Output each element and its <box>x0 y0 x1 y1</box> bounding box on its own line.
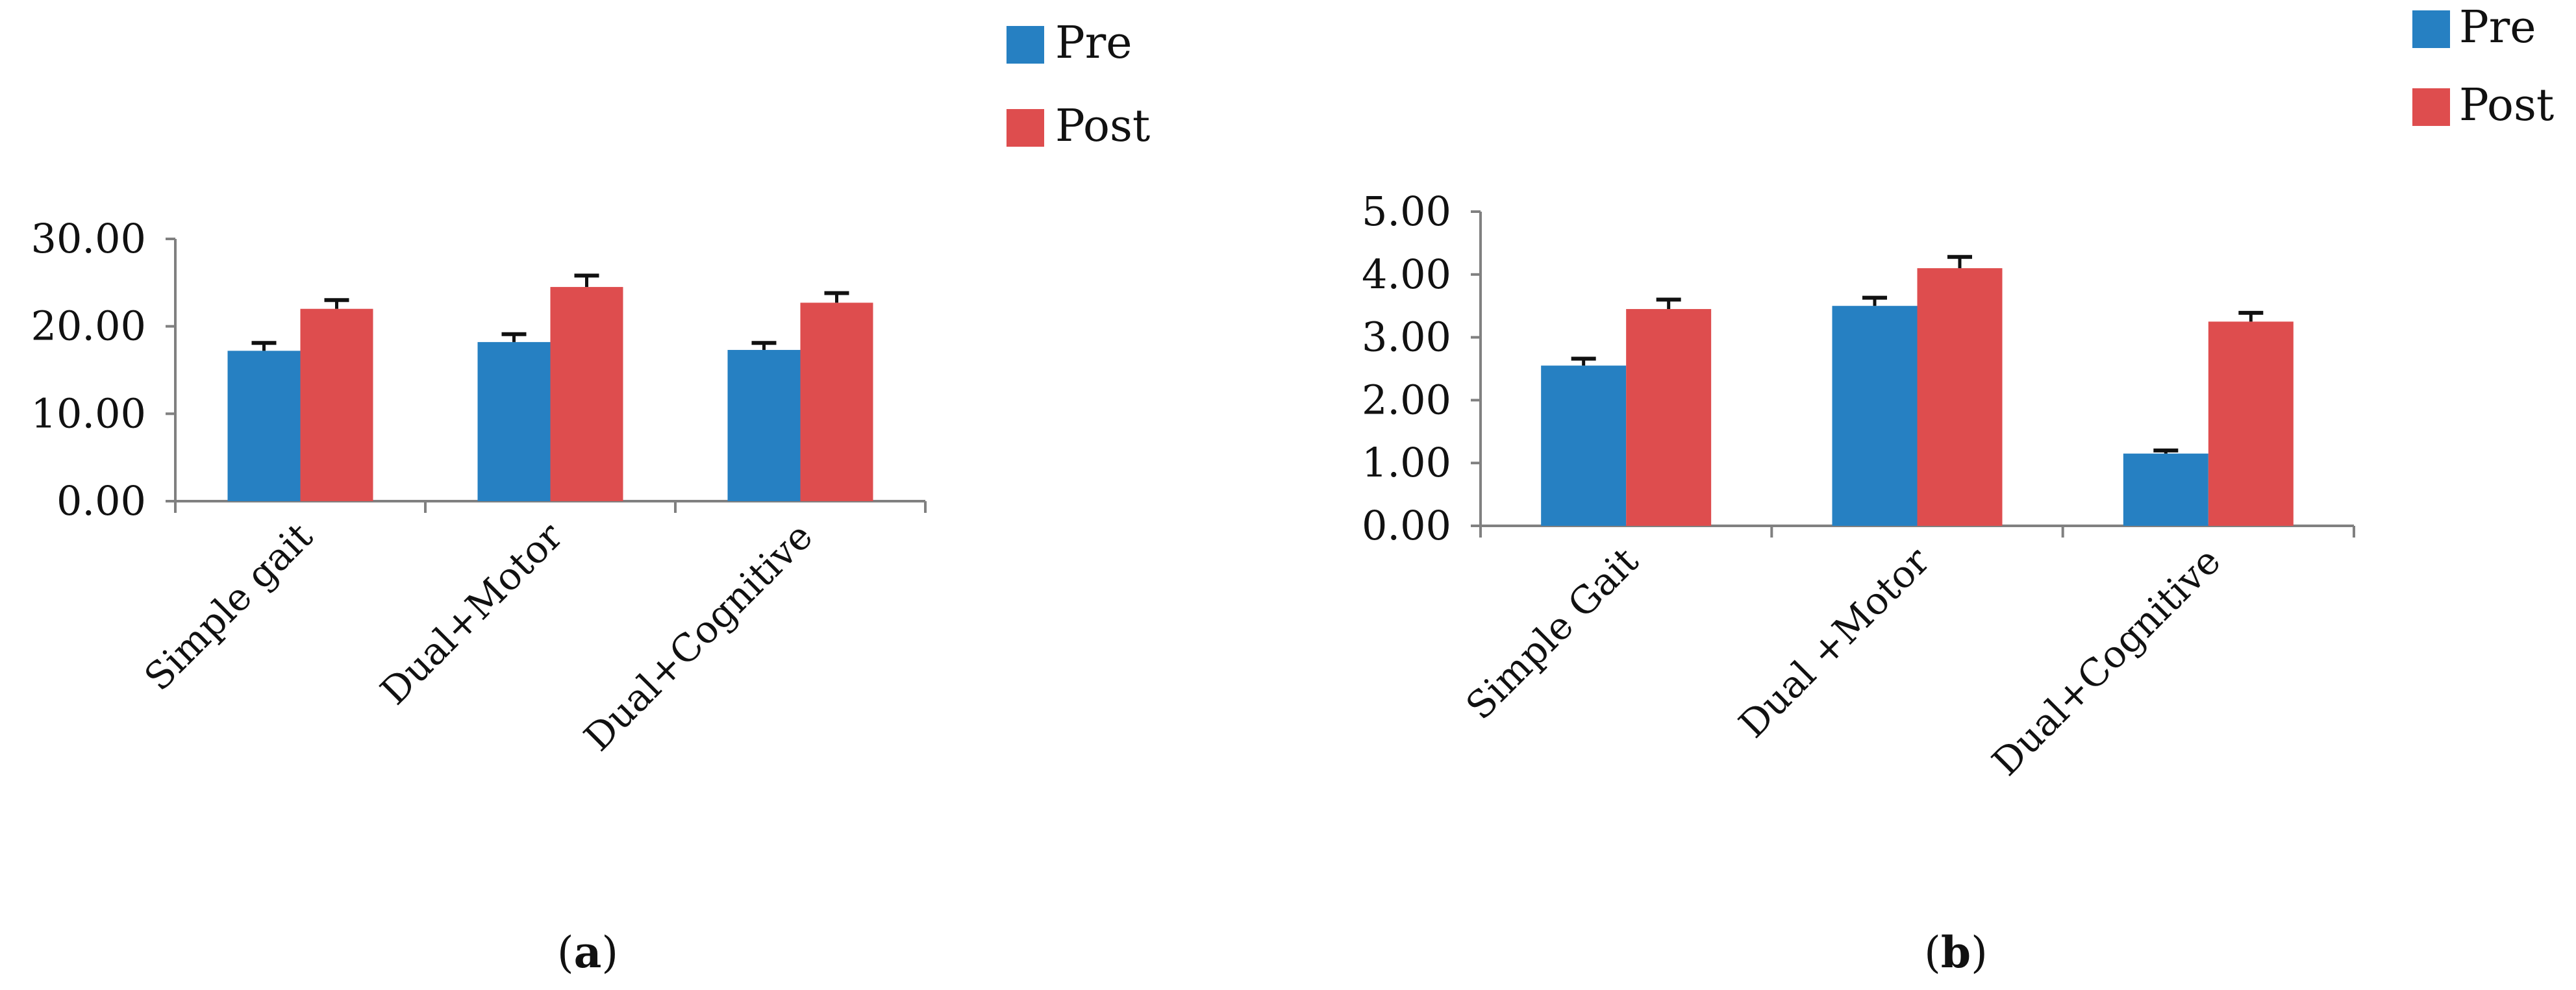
bar-post-a <box>300 308 373 501</box>
x-category-label-b: Dual+Cognitive <box>1984 539 2229 784</box>
bars-b <box>1541 254 2294 526</box>
legend-b: Pre Post <box>2412 2 2554 131</box>
y-tick-label-a: 10.00 <box>31 390 147 437</box>
bars-a <box>227 273 873 501</box>
x-category-label-b: Dual +Motor <box>1731 539 1938 747</box>
y-tick-label-a: 20.00 <box>31 303 147 350</box>
y-tick-label-b: 4.00 <box>1362 251 1451 298</box>
legend-label-pre-b: Pre <box>2459 2 2536 53</box>
x-category-label-a: Simple gait <box>136 514 321 699</box>
bar-pre-b <box>2123 453 2208 526</box>
y-tick-label-a: 0.00 <box>56 477 146 525</box>
legend-swatch-pre-b <box>2412 10 2450 48</box>
bar-post-b <box>1917 268 2003 526</box>
x-category-label-a: Dual+Cognitive <box>575 514 821 760</box>
panel-caption-b: (b) <box>1924 927 1988 978</box>
bar-pre-a <box>227 351 301 501</box>
bar-pre-a <box>477 341 551 501</box>
y-tick-label-b: 2.00 <box>1362 376 1451 423</box>
chart-panel-b: Pre Post 0.00 1.00 2.00 3.00 4.00 5.00 Simple … <box>1362 2 2554 978</box>
legend-swatch-post-a <box>1007 109 1044 147</box>
bar-post-b <box>1626 309 1712 526</box>
bar-pre-b <box>1832 306 1918 526</box>
legend-swatch-post-b <box>2412 88 2450 126</box>
bar-post-a <box>550 287 623 501</box>
legend-swatch-pre-a <box>1007 26 1044 64</box>
bar-post-b <box>2208 321 2294 526</box>
legend-label-post-b: Post <box>2459 80 2554 131</box>
bar-pre-b <box>1541 365 1627 526</box>
x-category-label-a: Dual+Motor <box>372 514 571 713</box>
bar-post-a <box>800 303 873 501</box>
legend-label-pre-a: Pre <box>1055 18 1132 69</box>
bar-pre-a <box>727 350 801 501</box>
panel-caption-a: (a) <box>557 927 618 978</box>
y-tick-label-a: 30.00 <box>31 215 147 262</box>
y-tick-label-b: 3.00 <box>1362 314 1451 361</box>
y-tick-label-b: 5.00 <box>1362 188 1451 235</box>
legend-label-post-a: Post <box>1055 101 1150 152</box>
chart-panel-a: Pre Post 0.00 10.00 20.00 30.00 Simple gait D… <box>31 18 1151 978</box>
y-tick-label-b: 0.00 <box>1362 502 1451 549</box>
x-category-label-b: Simple Gait <box>1457 539 1647 728</box>
y-tick-label-b: 1.00 <box>1362 439 1451 486</box>
legend-a: Pre Post <box>1007 18 1150 152</box>
